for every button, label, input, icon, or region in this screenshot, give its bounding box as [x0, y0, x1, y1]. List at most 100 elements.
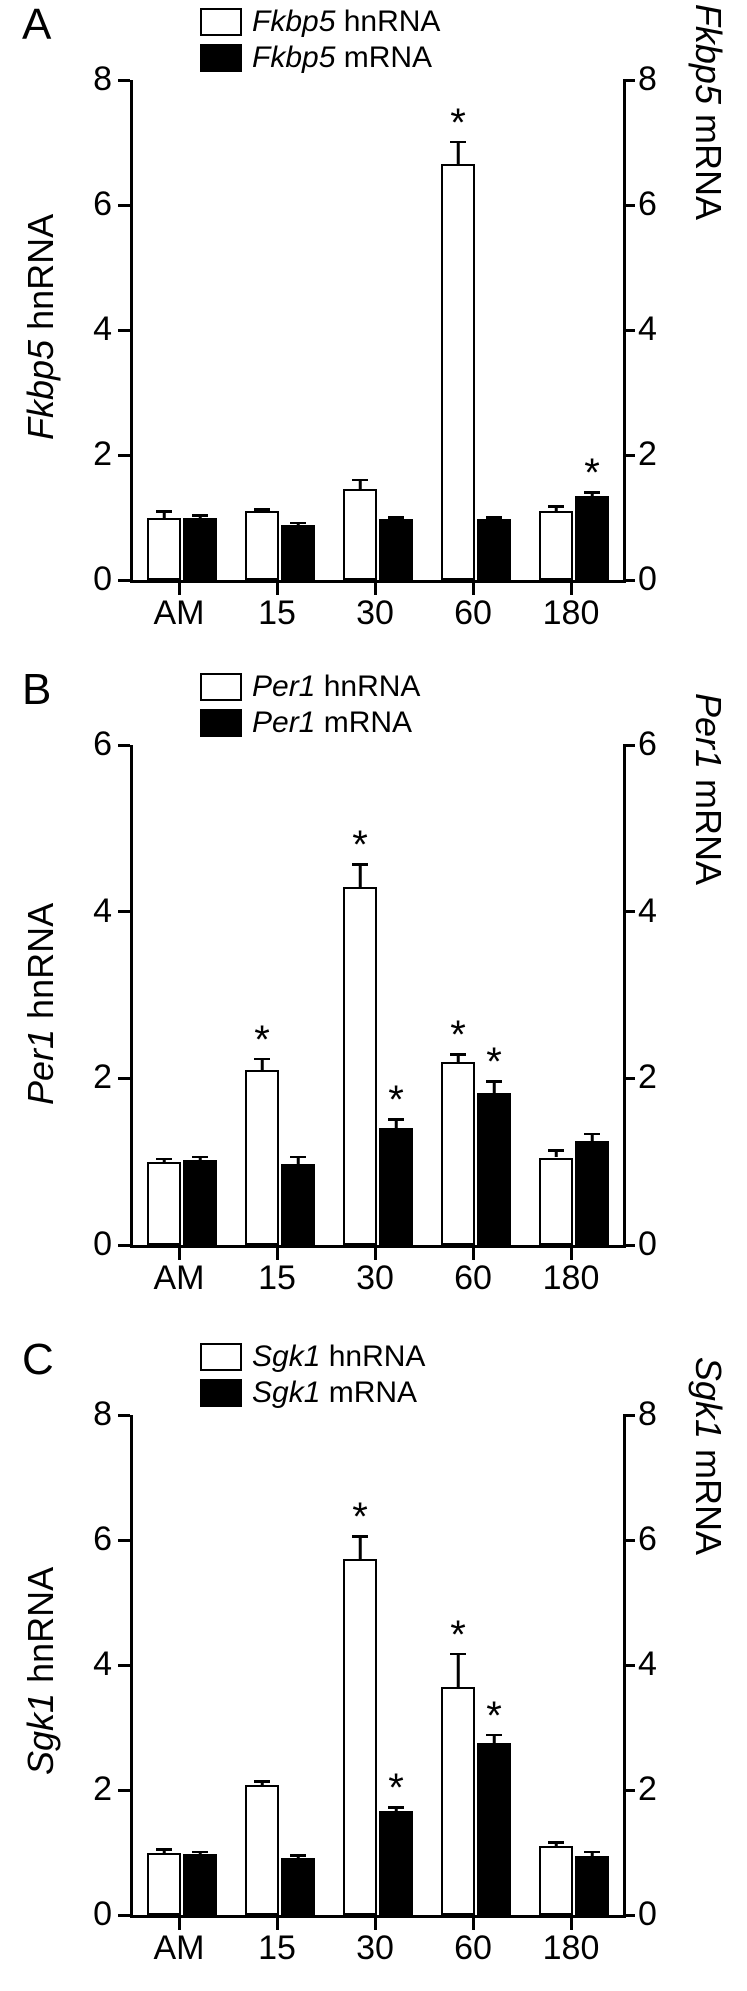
panel-C: CSgk1 hnRNASgk1 mRNA****0022446688AM1530… [0, 1335, 747, 1965]
bar-mRNA [477, 1743, 511, 1915]
error-cap [290, 1156, 306, 1159]
bar-mRNA [183, 1160, 217, 1245]
y-tick-label-left: 0 [72, 1895, 112, 1934]
y-tick-label-right: 4 [638, 892, 678, 931]
x-tick-label: 180 [543, 1929, 600, 1968]
error-cap [290, 1854, 306, 1857]
x-tick-label: 15 [258, 594, 296, 633]
significance-marker: * [450, 1015, 466, 1055]
legend-swatch [200, 1379, 242, 1407]
y-tick-left [118, 1244, 130, 1247]
legend-row: Sgk1 mRNA [200, 1376, 425, 1410]
significance-marker: * [486, 1042, 502, 1082]
y-tick-left [118, 1664, 130, 1667]
y-tick-right [623, 1789, 635, 1792]
x-tick-label: 15 [258, 1259, 296, 1298]
y-tick-label-right: 4 [638, 1645, 678, 1684]
y-tick-label-right: 0 [638, 1895, 678, 1934]
error-cap [156, 1848, 172, 1851]
significance-marker: * [486, 1696, 502, 1736]
plot-area: ***** [130, 745, 626, 1248]
error-cap [548, 1149, 564, 1152]
y-tick-right [623, 910, 635, 913]
y-tick-right [623, 1914, 635, 1917]
panel-label: A [22, 0, 51, 50]
y-tick-label-right: 4 [638, 310, 678, 349]
legend-row: Per1 hnRNA [200, 670, 420, 704]
bar-hnRNA [441, 164, 475, 580]
y-tick-left [118, 744, 130, 747]
y-tick-label-left: 8 [72, 60, 112, 99]
error-cap [254, 508, 270, 511]
y-tick-label-left: 6 [72, 185, 112, 224]
error-cap [584, 1133, 600, 1136]
significance-marker: * [584, 453, 600, 493]
y-tick-left [118, 1077, 130, 1080]
panel-label: B [22, 665, 51, 715]
x-tick-label: 180 [543, 594, 600, 633]
y-tick-label-right: 6 [638, 185, 678, 224]
legend-text: Per1 mRNA [252, 706, 412, 740]
y-tick-right [623, 579, 635, 582]
y-tick-label-right: 0 [638, 1225, 678, 1264]
panel-label: C [22, 1335, 54, 1385]
bar-mRNA [183, 518, 217, 581]
error-cap [254, 1780, 270, 1783]
error-cap [192, 1156, 208, 1159]
y-tick-left [118, 454, 130, 457]
x-tick-label: 60 [454, 1929, 492, 1968]
bar-mRNA [379, 1811, 413, 1915]
y-tick-label-left: 0 [72, 1225, 112, 1264]
figure-container: AFkbp5 hnRNAFkbp5 mRNA**0022446688AM1530… [0, 0, 747, 1991]
y-tick-label-left: 4 [72, 892, 112, 931]
bar-mRNA [575, 1856, 609, 1915]
y-axis-label-right: Sgk1 mRNA [687, 1357, 729, 1555]
significance-marker: * [450, 1615, 466, 1655]
legend: Fkbp5 hnRNAFkbp5 mRNA [200, 5, 440, 77]
bar-mRNA [575, 496, 609, 580]
bar-hnRNA [147, 1853, 181, 1916]
legend-text: Sgk1 hnRNA [252, 1340, 425, 1374]
bar-hnRNA [245, 1070, 279, 1245]
y-tick-left [118, 579, 130, 582]
bar-mRNA [379, 519, 413, 580]
y-tick-label-left: 2 [72, 1058, 112, 1097]
bar-mRNA [477, 519, 511, 580]
bar-hnRNA [343, 489, 377, 580]
y-tick-label-left: 4 [72, 1645, 112, 1684]
significance-marker: * [450, 103, 466, 143]
bar-mRNA [281, 525, 315, 580]
bar-hnRNA [147, 518, 181, 581]
y-tick-left [118, 1414, 130, 1417]
y-tick-right [623, 1539, 635, 1542]
y-tick-label-right: 2 [638, 435, 678, 474]
error-cap [486, 516, 502, 519]
x-tick-label: 60 [454, 594, 492, 633]
y-tick-label-right: 2 [638, 1770, 678, 1809]
y-tick-label-left: 0 [72, 560, 112, 599]
significance-marker: * [388, 1080, 404, 1120]
y-axis-label-right: Per1 mRNA [687, 693, 729, 885]
y-tick-label-right: 2 [638, 1058, 678, 1097]
x-tick-label: AM [154, 1929, 205, 1968]
y-axis-label-right: Fkbp5 mRNA [687, 4, 729, 220]
error-cap [192, 1851, 208, 1854]
y-tick-label-left: 2 [72, 435, 112, 474]
panel-B: BPer1 hnRNAPer1 mRNA*****00224466AM15306… [0, 665, 747, 1295]
panel-A: AFkbp5 hnRNAFkbp5 mRNA**0022446688AM1530… [0, 0, 747, 630]
y-tick-right [623, 1664, 635, 1667]
y-tick-left [118, 79, 130, 82]
legend-text: Per1 hnRNA [252, 670, 420, 704]
x-tick-label: 180 [543, 1259, 600, 1298]
y-tick-left [118, 329, 130, 332]
legend-row: Per1 mRNA [200, 706, 420, 740]
y-tick-label-right: 6 [638, 725, 678, 764]
legend-row: Fkbp5 hnRNA [200, 5, 440, 39]
error-cap [548, 1841, 564, 1844]
y-tick-right [623, 204, 635, 207]
bar-mRNA [379, 1128, 413, 1245]
legend-swatch [200, 44, 242, 72]
x-tick-label: 30 [356, 1929, 394, 1968]
legend-row: Fkbp5 mRNA [200, 41, 440, 75]
legend-text: Fkbp5 hnRNA [252, 5, 440, 39]
